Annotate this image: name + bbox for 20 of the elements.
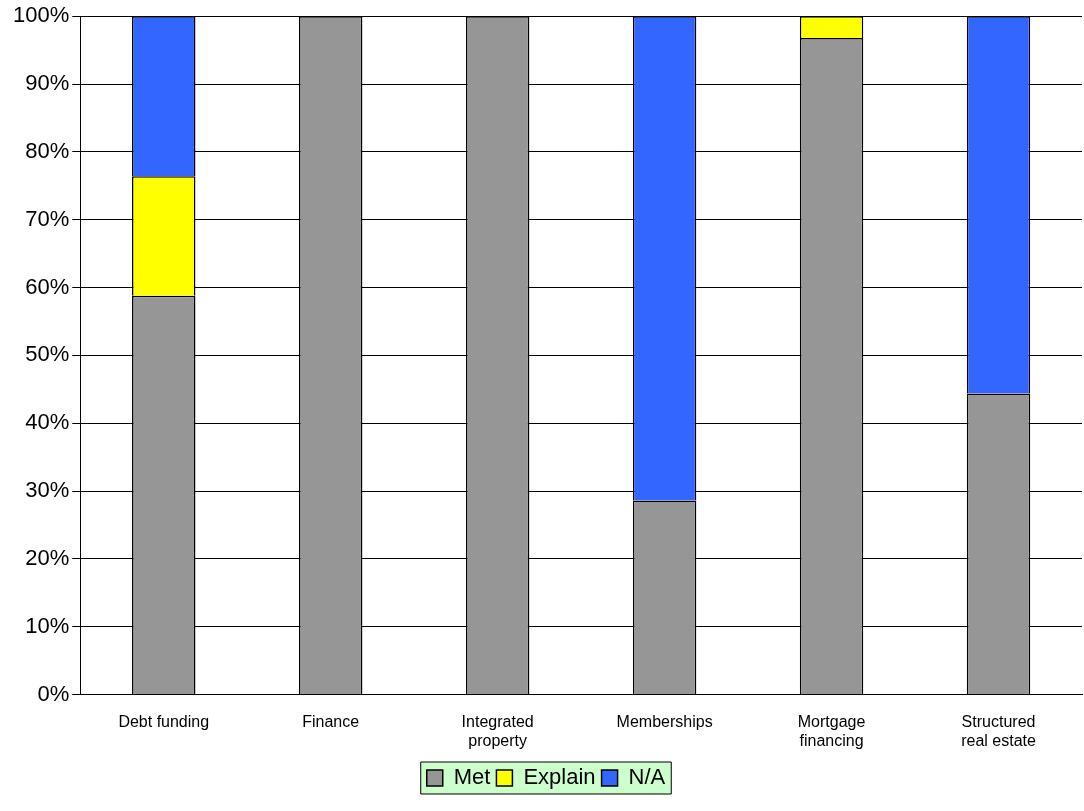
y-tick-label: 10%	[25, 612, 70, 638]
y-tick-label: 50%	[25, 341, 70, 367]
y-tick-label: 30%	[25, 477, 70, 503]
x-tick-label: Finance	[302, 712, 360, 730]
legend-label: Met	[453, 764, 491, 790]
y-tick-label: 20%	[25, 544, 70, 570]
x-tick-label: Structured real estate	[961, 712, 1036, 749]
y-tick-label: 80%	[25, 137, 70, 163]
y-tick-label: 100%	[12, 2, 70, 28]
y-tick-label: 0%	[37, 680, 70, 706]
x-tick-label: Debt funding	[118, 712, 210, 730]
x-tick-label: Mortgage financing	[797, 712, 866, 749]
legend-label: N/A	[628, 764, 666, 790]
y-tick-label: 70%	[25, 205, 70, 231]
y-tick-label: 40%	[25, 409, 70, 435]
y-tick-label: 90%	[25, 70, 70, 96]
x-tick-label: Integrated property	[461, 712, 534, 749]
y-tick-label: 60%	[25, 273, 70, 299]
legend-label: Explain	[523, 764, 596, 790]
x-tick-label: Memberships	[616, 712, 713, 730]
